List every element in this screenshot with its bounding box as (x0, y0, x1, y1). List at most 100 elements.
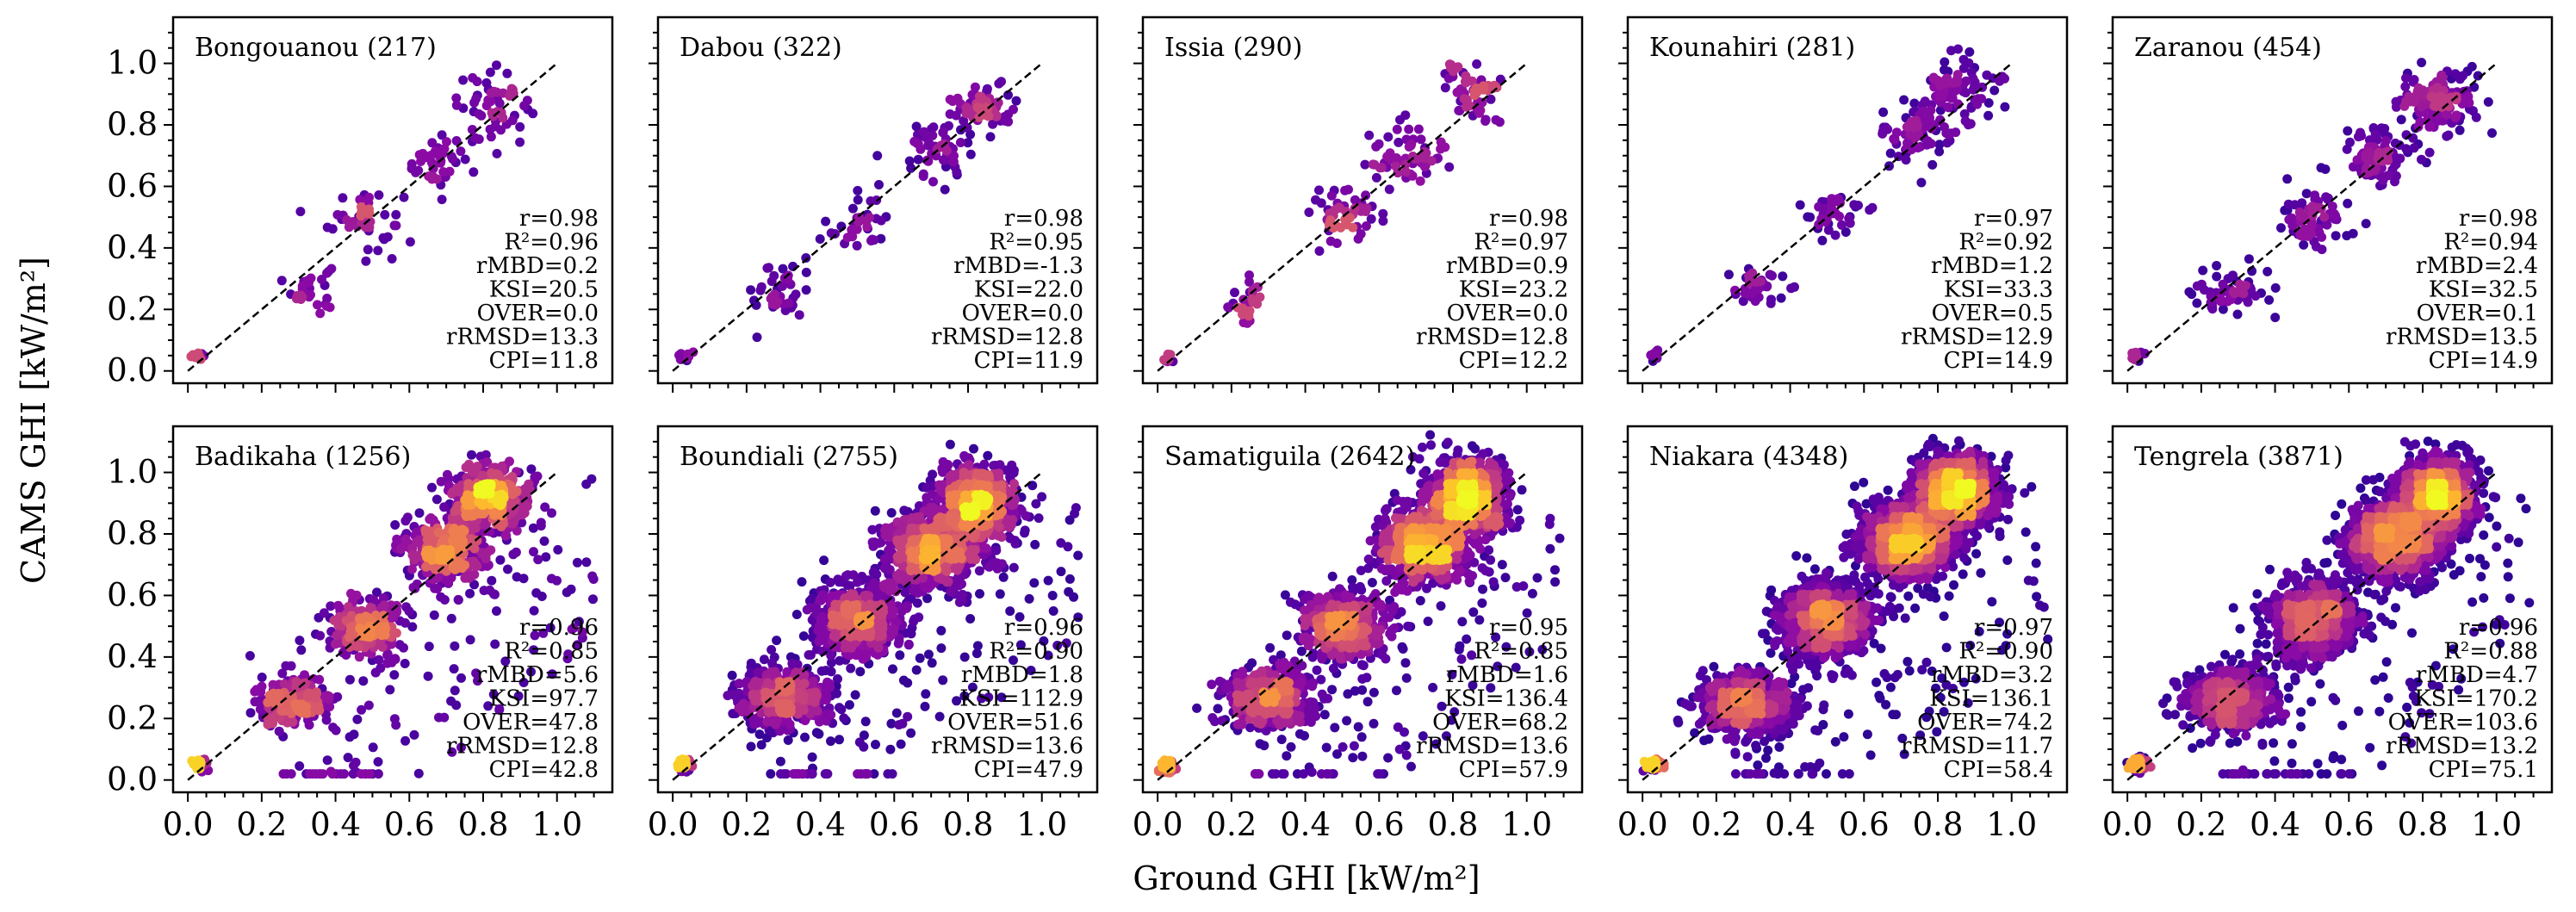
scatter-point (190, 352, 201, 363)
stat-line: CPI=42.8 (489, 757, 599, 783)
scatter-point (915, 653, 925, 663)
scatter-point (257, 673, 267, 682)
scatter-point (2131, 350, 2141, 360)
scatter-point (920, 701, 930, 711)
scatter-point (2396, 115, 2406, 125)
scatter-point (807, 752, 817, 762)
scatter-point (906, 629, 916, 639)
scatter-point (784, 298, 794, 308)
scatter-point (1009, 655, 1018, 666)
scatter-point (914, 512, 924, 523)
scatter-point (748, 681, 758, 691)
scatter-point (1404, 142, 1414, 152)
scatter-point (505, 456, 514, 467)
stat-line: rMBD=5.6 (476, 662, 599, 688)
scatter-point (1989, 85, 2000, 96)
scatter-point (837, 618, 847, 629)
scatter-point (947, 96, 958, 106)
scatter-point (767, 276, 777, 287)
scatter-point (952, 696, 962, 706)
scatter-point (761, 733, 772, 743)
scatter-point (515, 137, 525, 147)
scatter-point (1047, 591, 1058, 600)
scatter-point (936, 518, 947, 528)
scatter-point (1063, 542, 1073, 552)
scatter-point (1362, 203, 1372, 214)
scatter-point (734, 703, 744, 713)
scatter-point (895, 650, 905, 661)
scatter-point (873, 605, 884, 616)
identity-line (187, 62, 558, 372)
scatter-point (1061, 638, 1071, 648)
scatter-point (466, 535, 476, 545)
scatter-point (529, 605, 539, 616)
scatter-point (928, 130, 938, 140)
scatter-point (343, 753, 353, 763)
scatter-point (1878, 107, 1889, 117)
scatter-point (2409, 75, 2419, 84)
stat-line: R²=0.95 (989, 230, 1083, 256)
scatter-point (893, 638, 903, 648)
scatter-point (500, 656, 511, 667)
scatter-point (846, 663, 856, 673)
scatter-point (1814, 202, 1824, 212)
scatter-point (2238, 288, 2249, 299)
scatter-point (1648, 349, 1659, 359)
scatter-point (472, 77, 482, 87)
scatter-point (981, 543, 991, 554)
scatter-point (245, 708, 256, 718)
scatter-point (821, 216, 831, 226)
scatter-point (474, 134, 484, 145)
scatter-point (2443, 130, 2454, 140)
scatter-point (983, 450, 993, 461)
scatter-point (2282, 174, 2293, 184)
scatter-point (1464, 76, 1474, 86)
scatter-point (400, 516, 411, 526)
scatter-point (807, 593, 817, 604)
scatter-point (428, 515, 438, 525)
scatter-point (460, 154, 470, 164)
scatter-point (1073, 550, 1083, 561)
scatter-point (2379, 128, 2389, 139)
scatter-point (314, 769, 325, 779)
scatter-point (2390, 177, 2399, 187)
scatter-point (341, 650, 351, 660)
scatter-point (1386, 154, 1396, 164)
scatter-point (841, 571, 851, 581)
scatter-point (852, 577, 862, 587)
scatter-point (1400, 167, 1411, 177)
scatter-point (435, 555, 445, 565)
scatter-point (949, 151, 959, 161)
scatter-point (305, 769, 315, 779)
scatter-point (2218, 279, 2228, 289)
scatter-point (2000, 102, 2010, 112)
scatter-point (1951, 127, 1961, 138)
scatter-point (785, 719, 795, 729)
scatter-point (2331, 210, 2341, 220)
scatter-point (587, 571, 598, 581)
scatter-point (469, 97, 480, 108)
scatter-point (955, 138, 965, 147)
stat-line: rMBD=2.4 (2416, 253, 2538, 279)
scatter-point (801, 253, 811, 263)
scatter-point (581, 557, 592, 568)
scatter-point (886, 718, 897, 729)
scatter-point (972, 641, 983, 651)
scatter-point (1043, 575, 1053, 586)
scatter-point (493, 469, 503, 480)
scatter-point (467, 450, 476, 460)
scatter-point (270, 690, 281, 700)
scatter-point (1230, 288, 1239, 298)
scatter-point (782, 699, 792, 710)
scatter-point (481, 101, 492, 111)
scatter-point (1912, 121, 1922, 131)
scatter-point (351, 641, 361, 651)
scatter-point (1383, 132, 1394, 142)
stat-line: KSI=32.5 (2429, 277, 2538, 303)
scatter-point (400, 617, 410, 628)
scatter-point (1982, 70, 1992, 80)
scatter-point (2343, 126, 2353, 136)
scatter-point (881, 523, 891, 533)
scatter-point (492, 60, 501, 71)
scatter-point (385, 685, 395, 695)
